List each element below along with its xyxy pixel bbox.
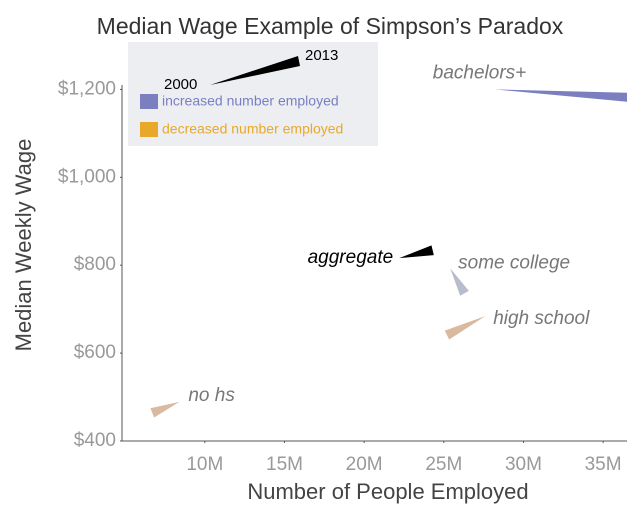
series-label: some college — [458, 252, 570, 273]
plot-area — [150, 89, 627, 418]
x-tick-label: 35M — [585, 454, 622, 475]
wedge — [150, 401, 180, 418]
wedge — [450, 268, 469, 296]
legend-label: decreased number employed — [162, 121, 343, 137]
legend-label: increased number employed — [162, 93, 339, 109]
series-label: bachelors+ — [433, 62, 526, 83]
series-label: no hs — [188, 385, 235, 406]
series-label: aggregate — [308, 247, 394, 268]
wedge — [444, 316, 486, 340]
legend-swatch — [140, 94, 158, 109]
x-tick-label: 15M — [266, 454, 303, 475]
x-tick-label: 20M — [346, 454, 383, 475]
x-tick-label: 25M — [425, 454, 462, 475]
x-axis-label: Number of People Employed — [247, 479, 528, 504]
legend-start: 2000 — [164, 76, 197, 93]
legend-box — [128, 42, 378, 146]
series-label: high school — [493, 308, 590, 329]
legend-swatch — [140, 122, 158, 137]
y-tick-label: $1,200 — [58, 78, 116, 99]
legend: 2000 2013 increased number employed decre… — [128, 42, 378, 146]
y-tick-label: $800 — [74, 254, 116, 275]
y-tick-label: $400 — [74, 430, 116, 451]
y-axis-label: Median Weekly Wage — [11, 139, 36, 352]
legend-wedge — [210, 56, 300, 85]
y-tick-label: $1,000 — [58, 166, 116, 187]
x-tick-label: 10M — [186, 454, 223, 475]
y-tick-label: $600 — [74, 342, 116, 363]
wedge — [399, 245, 434, 259]
chart-title: Median Wage Example of Simpson’s Paradox — [97, 13, 564, 39]
x-tick-label: 30M — [505, 454, 542, 475]
legend-end: 2013 — [305, 47, 338, 64]
wedge — [494, 89, 627, 102]
